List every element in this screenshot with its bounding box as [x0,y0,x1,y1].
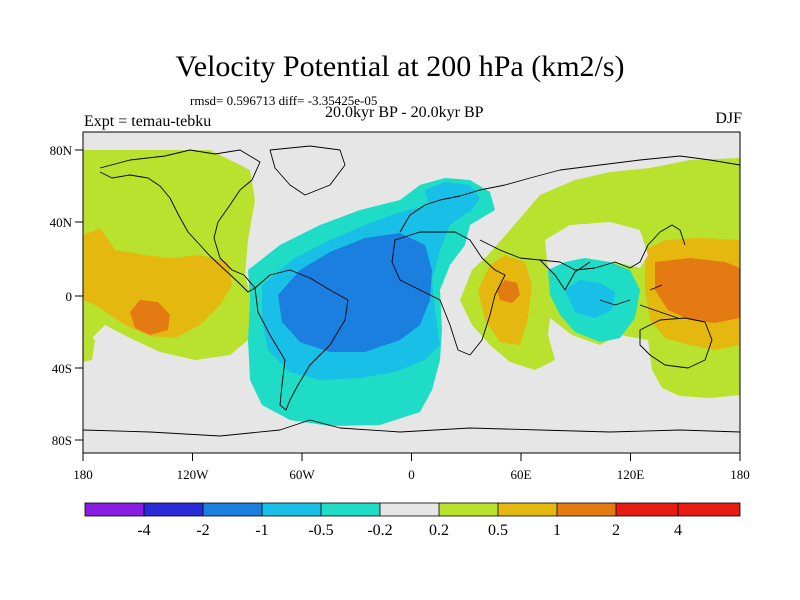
africa-orange-center [497,280,520,303]
colorbar-label: -4 [137,522,150,539]
x-tick-labels: 180 120W 60W 0 60E 120E 180 [73,467,750,482]
coastline-greenland [269,145,346,196]
x-tick-label: 120W [177,467,210,482]
colorbar-label: 0.2 [429,522,449,539]
period-label: 20.0kyr BP - 20.0kyr BP [325,104,484,121]
colorbar-swatch [144,503,203,516]
y-tick-label: 40S [52,361,72,376]
coastline-north-america [99,149,261,293]
coastline-antarctica [83,419,740,437]
colorbar: -4 -2 -1 -0.5 -0.2 0.2 0.5 1 2 4 [84,502,741,539]
coastline-india [539,259,591,291]
pacific-orange-center [130,300,170,335]
colorbar-swatch [262,503,321,516]
y-tick-label: 80N [50,143,73,158]
season-label: DJF [715,110,742,127]
y-tick-label: 80S [52,433,72,448]
europe-negative-patch [425,182,480,215]
colorbar-label: -1 [255,522,268,539]
indonesia-negative-core [565,280,615,318]
colorbar-label: 2 [612,522,620,539]
coastline-indonesia [599,284,679,319]
x-tick-label: 180 [73,467,93,482]
coastline-australia [639,317,713,369]
x-tick-label: 60E [511,467,532,482]
x-tick-label: 180 [730,467,750,482]
axis-ticks [75,149,741,461]
colorbar-swatch [439,503,498,516]
x-tick-label: 120E [617,467,645,482]
colorbar-swatch [321,503,380,516]
shading-layer [83,150,740,426]
colorbar-label: 1 [553,522,561,539]
x-tick-label: 0 [408,467,415,482]
stats-label: rmsd= 0.596713 diff= -3.35425e-05 [190,93,378,108]
colorbar-swatch [203,503,262,516]
coastline-eurasia [399,155,740,271]
y-tick-label: 0 [66,289,73,304]
colorbar-swatch [85,503,144,516]
maritime-orange-center [655,258,740,323]
colorbar-label: -2 [196,522,209,539]
pacific-orange-region [83,228,232,338]
pacific-west-edge-green [83,330,95,362]
colorbar-label: 4 [674,522,682,539]
colorbar-swatch [380,503,439,516]
map-title: Velocity Potential at 200 hPa (km2/s) [175,50,625,83]
coastline-africa [391,231,506,356]
coastline-south-america [254,269,349,411]
colorbar-label: -0.5 [308,522,333,539]
x-tick-label: 60W [289,467,315,482]
colorbar-swatch [557,503,616,516]
y-tick-labels: 80N 40N 0 40S 80S [50,143,73,448]
y-tick-label: 40N [50,215,73,230]
experiment-label: Expt = temau-tebku [84,113,212,130]
coastlines [83,145,740,437]
colorbar-label: 0.5 [488,522,508,539]
colorbar-label: -0.2 [367,522,392,539]
atlantic-negative-core [278,233,432,352]
colorbar-swatch [498,503,557,516]
